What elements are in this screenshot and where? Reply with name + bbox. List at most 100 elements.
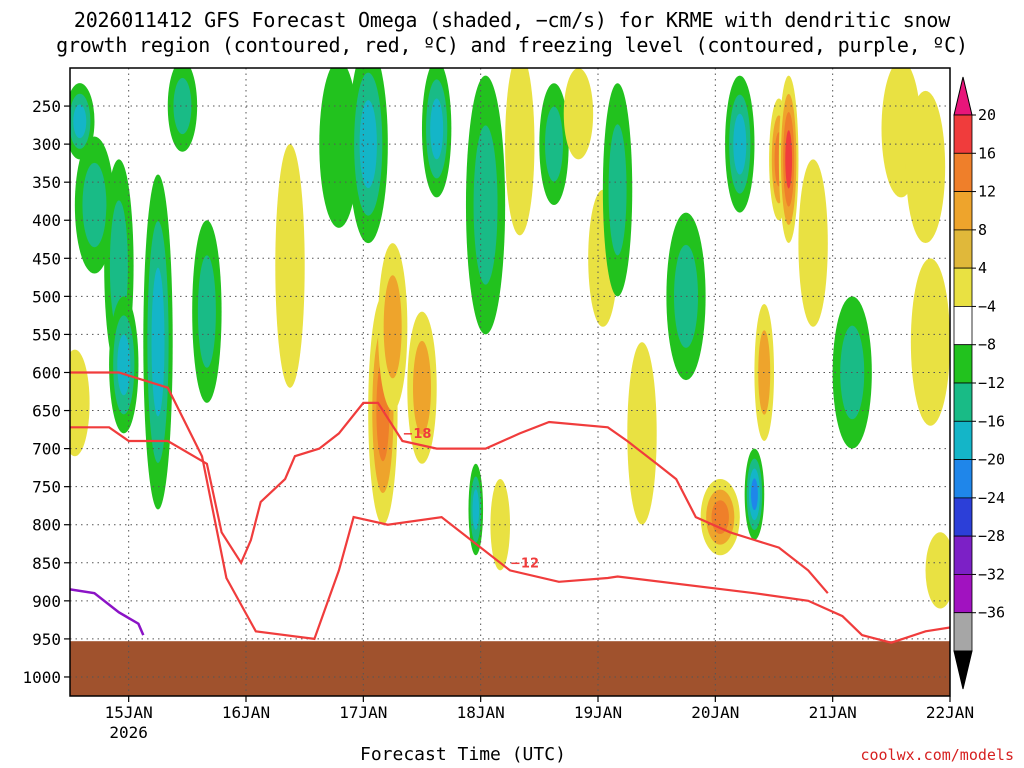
y-tick-label: 400 [32,211,61,230]
colorbar-band [953,382,973,422]
plot-frame [69,67,951,697]
omega-cell [751,478,758,511]
colorbar-label: −8 [978,336,996,354]
y-tick-label: 500 [32,287,61,306]
colorbar-label: 12 [978,183,996,201]
colorbar-band [953,191,973,231]
colorbar-label: −20 [978,451,1005,469]
omega-cell [430,98,444,160]
colorbar-band [953,305,973,346]
dgz-contour [70,401,829,594]
x-tick-label: 16JAN [222,703,270,722]
y-tick-label: 750 [32,478,61,497]
y-tick-label: 1000 [22,668,61,687]
omega-cell [925,532,950,609]
omega-cell [505,68,535,236]
omega-cell [117,334,131,396]
chart-title-line2: growth region (contoured, red, ºC) and f… [56,33,968,57]
y-tick-label: 950 [32,630,61,649]
y-tick-label: 700 [32,440,61,459]
contours: −12 −18 [70,371,950,644]
y-axis: 250 300 350 400 450 500 550 600 650 700 750 800 850 9… [22,97,70,687]
colorbar-label: −16 [978,412,1005,430]
omega-cell [627,342,657,525]
x-axis-title: Forecast Time (UTC) [360,744,566,765]
colorbar-label: 4 [978,259,987,277]
colorbar-band [953,574,973,614]
freezing-level-contour [70,588,145,636]
omega-cell [608,124,627,256]
omega-cell [473,125,498,285]
x-tick-label: 19JAN [574,703,622,722]
x-tick-label: 17JAN [339,703,387,722]
colorbar-label: −4 [978,297,996,315]
colorbar-band [953,420,973,460]
chart-title-line1: 2026011412 GFS Forecast Omega (shaded, −… [73,8,951,32]
colorbar-label: 20 [978,106,996,124]
omega-cell [70,349,90,457]
colorbar-band [953,267,973,307]
colorbar-label: 16 [978,144,996,162]
y-tick-label: 800 [32,516,61,535]
grid [70,68,950,696]
x-tick-label: 15JAN [105,703,153,722]
omega-cell [319,68,359,228]
omega-cell [82,162,107,248]
dgz-contour-label: −12 [510,556,539,571]
omega-cell [563,68,594,160]
omega-cell [905,90,946,244]
colorbar-label: −36 [978,604,1005,622]
colorbar-band [953,459,973,499]
colorbar-band [953,344,973,384]
colorbar-band [953,229,973,269]
omega-cell [275,144,305,388]
omega-cell [785,130,793,189]
y-tick-label: 650 [32,402,61,421]
y-tick-label: 600 [32,363,61,382]
colorbar-label: −32 [978,565,1005,583]
x-tick-label: 22JAN [926,703,974,722]
y-tick-label: 350 [32,173,61,192]
colorbar-band [953,612,973,652]
omega-cell [733,113,747,175]
omega-cell [413,340,431,435]
colorbar-label: 8 [978,221,987,239]
x-tick-label: 21JAN [809,703,857,722]
y-tick-label: 450 [32,249,61,268]
omega-cell [910,258,950,426]
colorbar-band [953,535,973,575]
omega-cell [798,159,828,327]
x-tick-label: 20JAN [691,703,739,722]
x-tick-sublabel: 2026 [109,723,148,742]
y-tick-label: 850 [32,554,61,573]
chart-title: 2026011412 GFS Forecast Omega (shaded, −… [0,8,1024,58]
dgz-contour-label: −18 [402,427,431,442]
omega-cell [383,275,402,379]
colorbar-label: −12 [978,374,1005,392]
colorbar-bottom-arrow [953,650,973,690]
omega-shading [70,68,950,609]
y-tick-label: 300 [32,135,61,154]
omega-cell [197,255,216,368]
y-tick-label: 250 [32,97,61,116]
omega-cell [151,267,165,417]
colorbar-label: −28 [978,527,1005,545]
omega-cell [73,104,87,139]
colorbar-top-arrow [953,76,973,116]
omega-cell [173,77,192,135]
y-tick-label: 550 [32,325,61,344]
credit-link[interactable]: coolwx.com/models [860,746,1014,764]
colorbar-band [953,497,973,537]
terrain-ground [70,641,950,696]
omega-cell [472,489,480,530]
colorbar-band [953,114,973,154]
terrain [70,641,950,696]
x-tick-label: 18JAN [457,703,505,722]
colorbar-band [953,152,973,193]
dgz-contour [70,371,950,644]
colorbar: 20 16 12 8 4 −4 −8 −12 −16 −20 −24 −28 −32 −36 [953,76,1005,690]
y-tick-label: 900 [32,592,61,611]
colorbar-label: −24 [978,489,1005,507]
